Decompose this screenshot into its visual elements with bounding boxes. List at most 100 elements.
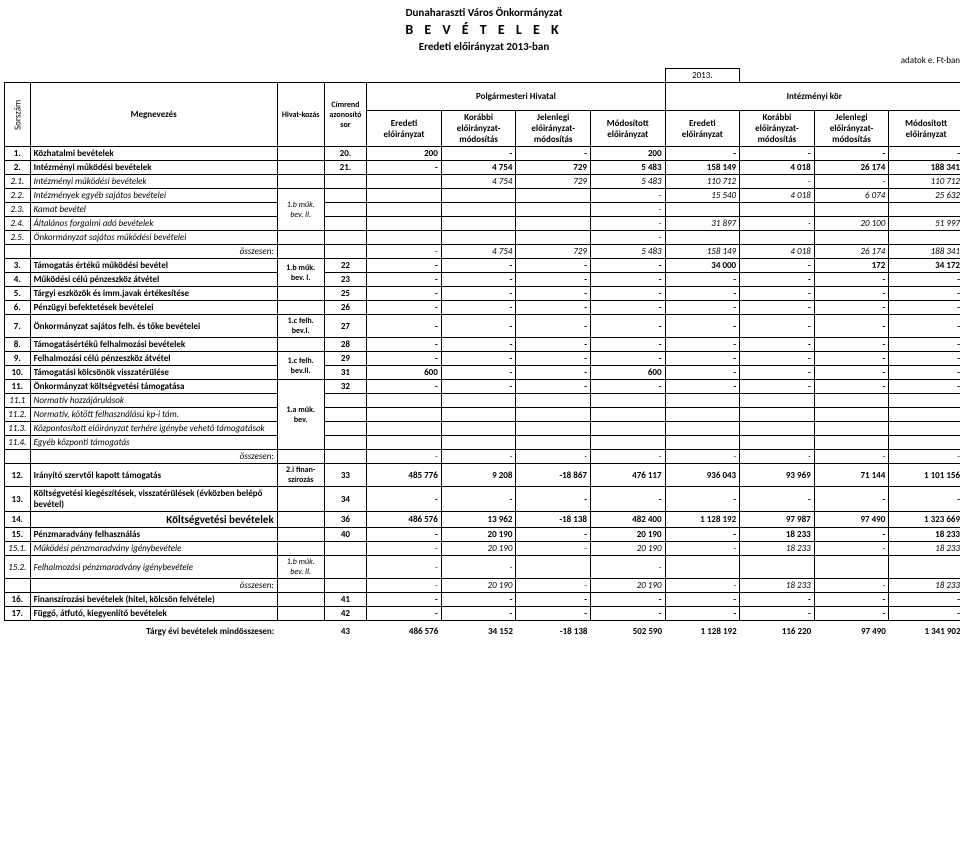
row-name: Önkormányzat sajátos felh. és tőke bevét… xyxy=(30,315,277,338)
cell-value: 485 776 xyxy=(367,464,442,487)
cell-value xyxy=(814,408,889,422)
cell-value: - xyxy=(590,287,665,301)
cell-value xyxy=(441,436,516,450)
cell-value: - xyxy=(367,315,442,338)
cell-value: - xyxy=(590,487,665,512)
cell-value: -18 138 xyxy=(516,512,591,528)
row-name: Finanszírozási bevételek (hitel, kölcsön… xyxy=(30,593,277,607)
table-row: 15.Pénzmaradvány felhasználás40-20 190-2… xyxy=(5,528,960,542)
cell-value: 9 208 xyxy=(441,464,516,487)
cell-value xyxy=(889,394,960,408)
cell-value: 188 341 xyxy=(889,245,960,259)
col-group-int: Intézményi kör xyxy=(665,83,960,111)
row-name: Egyéb központi támogatás xyxy=(30,436,277,450)
cell-value xyxy=(665,394,740,408)
row-cimrend: 28 xyxy=(324,338,367,352)
row-num: 16. xyxy=(5,593,31,607)
row-num: 12. xyxy=(5,464,31,487)
row-num: 15.2. xyxy=(5,556,31,579)
cell-value: 25 632 xyxy=(889,189,960,203)
table-row: 7.Önkormányzat sajátos felh. és tőke bev… xyxy=(5,315,960,338)
cell-value: 20 190 xyxy=(590,579,665,593)
cell-value: - xyxy=(740,175,815,189)
cell-value: 729 xyxy=(516,161,591,175)
table-row: 15.2.Felhalmozási pénzmaradvány igénybev… xyxy=(5,556,960,579)
row-name: Önkormányzat költségvetési támogatása xyxy=(30,380,277,394)
total-v6: 97 490 xyxy=(814,625,889,638)
row-name: Normatív, kötött felhasználású kp-i tám. xyxy=(30,408,277,422)
row-name: Önkormányzat sajátos működési bevételei xyxy=(30,231,277,245)
cell-value xyxy=(441,408,516,422)
cell-value: 20 190 xyxy=(441,542,516,556)
cell-value xyxy=(740,408,815,422)
osszesen-label: összesen: xyxy=(30,450,277,464)
cell-value: 4 754 xyxy=(441,245,516,259)
row-hivatkozas xyxy=(277,287,324,301)
row-name: Pénzmaradvány felhasználás xyxy=(30,528,277,542)
cell-value: - xyxy=(665,607,740,621)
cell-value: - xyxy=(740,487,815,512)
cell-value: 4 018 xyxy=(740,189,815,203)
row-num: 11.1 xyxy=(5,394,31,408)
cell-value: - xyxy=(590,593,665,607)
total-v1: 34 152 xyxy=(441,625,516,638)
col-cimrend: Címrend azonosító sor xyxy=(324,83,367,147)
cell-value xyxy=(367,231,442,245)
cell-value: - xyxy=(814,338,889,352)
table-row: 9.Felhalmozási célú pénzeszköz átvétel1.… xyxy=(5,352,960,366)
table-row: 2.1.Intézményi működési bevételek4 75472… xyxy=(5,175,960,189)
row-hivatkozas: 1.b műk. bev. I. xyxy=(277,259,324,287)
cell-value: - xyxy=(814,542,889,556)
cell-value: - xyxy=(367,528,442,542)
cell-value: - xyxy=(516,542,591,556)
col-c2: Korábbi előirányzat-módosítás xyxy=(441,111,516,147)
row-cimrend: 41 xyxy=(324,593,367,607)
cell-value: 18 233 xyxy=(740,528,815,542)
cell-value: - xyxy=(665,593,740,607)
row-name: Közhatalmi bevételek xyxy=(30,147,277,161)
cell-value xyxy=(441,189,516,203)
cell-value: - xyxy=(367,287,442,301)
row-num: 15. xyxy=(5,528,31,542)
cell-value: - xyxy=(367,338,442,352)
cell-value: - xyxy=(367,542,442,556)
row-cimrend: 25 xyxy=(324,287,367,301)
total-v7: 1 341 902 xyxy=(889,625,960,638)
cell-value: - xyxy=(740,352,815,366)
osszesen-label: összesen: xyxy=(30,245,277,259)
cell-value: 34 172 xyxy=(889,259,960,273)
row-hivatkozas: 1.b műk. bev. II. xyxy=(277,556,324,579)
cell-value: - xyxy=(441,287,516,301)
row-num: 11.2. xyxy=(5,408,31,422)
table-row: 13.Költségvetési kiegészítések, visszaté… xyxy=(5,487,960,512)
cell-value: - xyxy=(740,593,815,607)
cell-value: - xyxy=(590,556,665,579)
cell-value: 18 233 xyxy=(740,542,815,556)
cell-value: - xyxy=(889,301,960,315)
org-name: Dunaharaszti Város Önkormányzat xyxy=(4,6,960,19)
cell-value xyxy=(516,217,591,231)
cell-value: - xyxy=(516,259,591,273)
cell-value: - xyxy=(367,487,442,512)
row-cimrend xyxy=(324,422,367,436)
cell-value xyxy=(441,394,516,408)
row-hivatkozas xyxy=(277,528,324,542)
total-v3: 502 590 xyxy=(590,625,665,638)
cell-value: - xyxy=(814,607,889,621)
cell-value xyxy=(665,422,740,436)
cell-value: - xyxy=(814,287,889,301)
cell-value xyxy=(367,394,442,408)
table-row: 5.Tárgyi eszközök és imm.javak értékesít… xyxy=(5,287,960,301)
page-title: B E V É T E L E K xyxy=(4,21,960,38)
cell-value xyxy=(590,422,665,436)
cell-value: 97 490 xyxy=(814,512,889,528)
cell-value: - xyxy=(516,528,591,542)
cell-value: - xyxy=(441,259,516,273)
cell-value: - xyxy=(740,338,815,352)
cell-value xyxy=(889,408,960,422)
table-row: 2.5.Önkormányzat sajátos működési bevéte… xyxy=(5,231,960,245)
row-name: Intézmények egyéb sajátos bevételei xyxy=(30,189,277,203)
row-name: Tárgyi eszközök és imm.javak értékesítés… xyxy=(30,287,277,301)
cell-value: - xyxy=(814,593,889,607)
cell-value: - xyxy=(516,450,591,464)
